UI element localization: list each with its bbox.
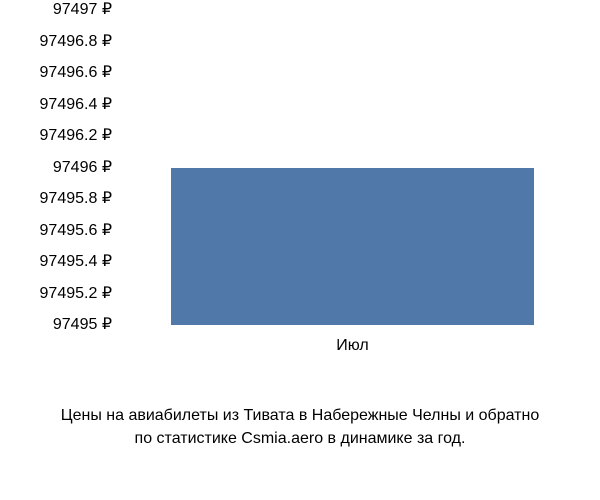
y-tick-label: 97496.2 ₽: [40, 128, 112, 144]
y-tick-label: 97496.8 ₽: [40, 34, 112, 50]
y-tick-label: 97495 ₽: [53, 317, 112, 333]
y-tick-label: 97495.6 ₽: [40, 223, 112, 239]
caption-line-1: Цены на авиабилеты из Тивата в Набережны…: [10, 405, 590, 427]
y-tick-label: 97496 ₽: [53, 160, 112, 176]
chart-container: 97497 ₽ 97496.8 ₽ 97496.6 ₽ 97496.4 ₽ 97496.…: [0, 0, 600, 500]
y-tick-label: 97495.8 ₽: [40, 191, 112, 207]
chart-caption: Цены на авиабилеты из Тивата в Набережны…: [0, 405, 600, 450]
y-tick-label: 97495.4 ₽: [40, 254, 112, 270]
y-tick-label: 97496.6 ₽: [40, 65, 112, 81]
caption-line-2: по статистике Csmia.aero в динамике за г…: [10, 428, 590, 450]
y-tick-label: 97495.2 ₽: [40, 286, 112, 302]
y-tick-label: 97496.4 ₽: [40, 97, 112, 113]
bar: [171, 168, 534, 326]
plot-area: Июл: [120, 10, 585, 325]
x-tick-label: Июл: [336, 337, 368, 355]
y-tick-label: 97497 ₽: [53, 2, 112, 18]
